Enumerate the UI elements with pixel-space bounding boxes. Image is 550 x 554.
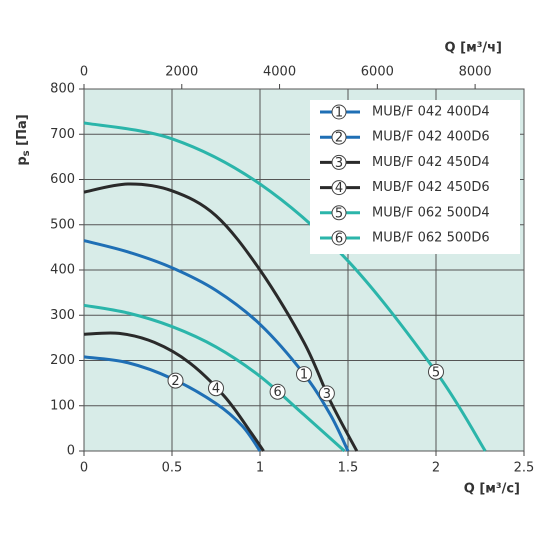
curve <box>83 355 262 452</box>
curve-marker <box>269 383 286 400</box>
x-tick-label: 1 <box>256 461 264 476</box>
legend-marker-label: 6 <box>335 232 343 247</box>
y-axis-label: ps [Па] <box>15 114 33 165</box>
legend-marker <box>331 180 347 196</box>
y-tick-label: 0 <box>67 444 75 459</box>
curve-marker-label: 2 <box>171 374 179 389</box>
y-tick-label: 200 <box>50 353 75 368</box>
x2-tick-label: 4000 <box>263 65 296 80</box>
x-tick-label: 0.5 <box>162 461 183 476</box>
y-tick-label: 600 <box>50 172 75 187</box>
legend-marker <box>331 230 347 246</box>
curve-marker-label: 6 <box>273 385 281 400</box>
curve-marker-label: 3 <box>323 387 331 402</box>
curve-marker <box>428 363 444 380</box>
curve <box>83 303 346 453</box>
legend-label: MUB/F 062 500D4 <box>372 205 490 220</box>
y-tick-label: 300 <box>50 308 75 323</box>
y-tick-label: 800 <box>50 82 75 97</box>
legend-label: MUB/F 042 450D4 <box>372 155 490 170</box>
x-tick-label: 0 <box>80 461 88 476</box>
y-tick-label: 400 <box>50 263 75 278</box>
curve-marker <box>208 380 224 397</box>
legend-box <box>310 100 520 254</box>
legend-marker-label: 1 <box>335 106 343 121</box>
y-tick-label: 100 <box>50 398 75 413</box>
legend-marker <box>331 104 347 120</box>
legend-marker-label: 2 <box>335 131 343 146</box>
x-axis-label: Q [м³/с] <box>464 482 520 497</box>
curve-marker-label: 5 <box>432 365 440 380</box>
curve <box>83 239 350 452</box>
legend-marker-label: 3 <box>335 156 343 171</box>
legend-marker <box>331 154 347 170</box>
curve <box>83 331 265 452</box>
legend-marker <box>331 129 347 145</box>
legend-label: MUB/F 042 400D4 <box>372 105 490 120</box>
legend-label: MUB/F 042 450D6 <box>372 180 490 195</box>
legend-label: MUB/F 062 500D6 <box>372 231 490 246</box>
legend-marker-label: 4 <box>335 181 343 196</box>
curve-marker <box>318 385 335 402</box>
x-tick-label: 2.5 <box>514 461 535 476</box>
x2-tick-label: 0 <box>80 65 88 80</box>
x2-tick-label: 2000 <box>165 65 198 80</box>
x-tick-label: 1.5 <box>338 461 359 476</box>
curve-marker-label: 4 <box>212 382 220 397</box>
x2-tick-label: 8000 <box>459 65 492 80</box>
curve-marker <box>167 372 184 389</box>
y-tick-label: 700 <box>50 127 75 142</box>
curve-marker-label: 1 <box>300 368 308 383</box>
legend-marker <box>331 205 347 221</box>
legend-label: MUB/F 042 400D6 <box>372 130 490 145</box>
curve-marker <box>296 366 312 383</box>
x2-tick-label: 6000 <box>361 65 394 80</box>
y-tick-label: 500 <box>50 217 75 232</box>
legend-marker-label: 5 <box>335 206 343 221</box>
x-tick-label: 2 <box>432 461 440 476</box>
x2-axis-label: Q [м³/ч] <box>445 41 502 56</box>
